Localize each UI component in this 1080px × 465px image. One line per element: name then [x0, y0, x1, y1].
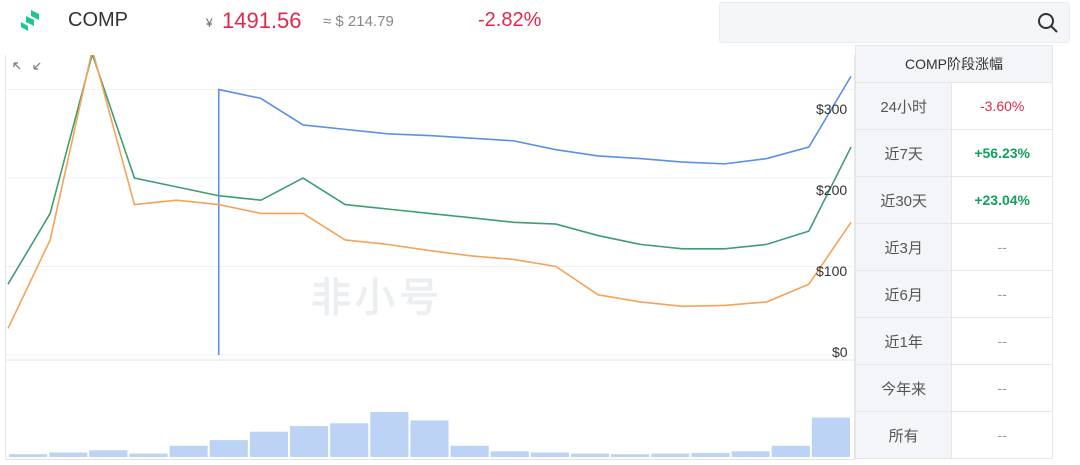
stats-label[interactable]: 近3月 — [854, 223, 953, 271]
volume-bar — [530, 452, 569, 457]
price-cny: 1491.56 — [222, 8, 302, 33]
volume-bar — [731, 451, 770, 457]
stats-value: -- — [951, 317, 1053, 365]
volume-bar — [9, 454, 48, 457]
stats-label[interactable]: 今年来 — [854, 364, 953, 412]
stats-row-30d[interactable]: 近30天 +23.04% — [854, 176, 1053, 224]
volume-bar — [771, 445, 810, 457]
comp-logo-icon — [21, 10, 39, 31]
stats-value: -3.60% — [951, 82, 1053, 130]
stats-label[interactable]: 近1年 — [854, 317, 953, 365]
volume-bar — [169, 445, 208, 457]
volume-bar — [611, 454, 650, 457]
volume-bar — [129, 453, 168, 457]
volume-bar — [290, 426, 329, 457]
stats-value: -- — [951, 411, 1053, 459]
stats-row-6m[interactable]: 近6月 -- — [854, 270, 1053, 318]
series-line-orange — [7, 55, 852, 329]
volume-bar — [209, 440, 248, 457]
volume-bar — [89, 450, 128, 457]
volume-bar — [651, 453, 690, 457]
stats-label[interactable]: 24小时 — [854, 82, 953, 130]
volume-bar — [450, 445, 489, 457]
chart-canvas — [6, 55, 856, 457]
header: COMP ¥ 1491.56 ≈ $ 214.79 -2.82% — [0, 0, 1080, 45]
volume-bar — [490, 451, 529, 457]
volume-bar — [249, 431, 288, 457]
y-axis-label: $300 — [816, 101, 848, 117]
expand-icon[interactable] — [12, 61, 42, 73]
stats-label[interactable]: 近6月 — [854, 270, 953, 318]
series-line-green — [7, 55, 852, 285]
search-icon[interactable] — [1037, 12, 1059, 34]
y-axis-label: $100 — [816, 263, 848, 279]
volume-bar — [811, 417, 850, 457]
series-line-blue — [217, 75, 852, 355]
stats-row-ytd[interactable]: 今年来 -- — [854, 364, 1053, 412]
price-usd: ≈ $ 214.79 — [323, 13, 394, 30]
y-axis-label: $200 — [816, 182, 848, 198]
price-change: -2.82% — [478, 9, 542, 31]
volume-bar — [410, 420, 449, 457]
y-axis-label: $0 — [832, 344, 848, 360]
stats-label[interactable]: 所有 — [854, 411, 953, 459]
coin-name: COMP — [68, 9, 128, 31]
volume-bar — [49, 452, 88, 457]
stats-row-7d[interactable]: 近7天 +56.23% — [854, 129, 1053, 177]
stats-table: COMP阶段涨幅 24小时 -3.60% 近7天 +56.23% 近30天 +2… — [854, 45, 1053, 459]
volume-bar — [330, 423, 369, 457]
price-cny-symbol: ¥ — [206, 16, 213, 30]
stats-row-3m[interactable]: 近3月 -- — [854, 223, 1053, 271]
watermark: 非小号 — [311, 276, 443, 320]
price-chart[interactable]: 非小号 $300 $200 $100 $0 — [5, 55, 856, 460]
stats-value: -- — [951, 223, 1053, 271]
stats-value: +56.23% — [951, 129, 1053, 177]
stats-value: +23.04% — [951, 176, 1053, 224]
stats-label[interactable]: 近7天 — [854, 129, 953, 177]
volume-bar — [571, 453, 610, 457]
search-input[interactable] — [719, 2, 1070, 43]
volume-bar — [370, 412, 409, 457]
stats-value: -- — [951, 364, 1053, 412]
volume-bar — [691, 453, 730, 457]
stats-row-all[interactable]: 所有 -- — [854, 411, 1053, 459]
stats-value: -- — [951, 270, 1053, 318]
stats-title: COMP阶段涨幅 — [855, 45, 1053, 83]
stats-row-24h[interactable]: 24小时 -3.60% — [854, 82, 1053, 130]
stats-label[interactable]: 近30天 — [854, 176, 953, 224]
stats-row-1y[interactable]: 近1年 -- — [854, 317, 1053, 365]
